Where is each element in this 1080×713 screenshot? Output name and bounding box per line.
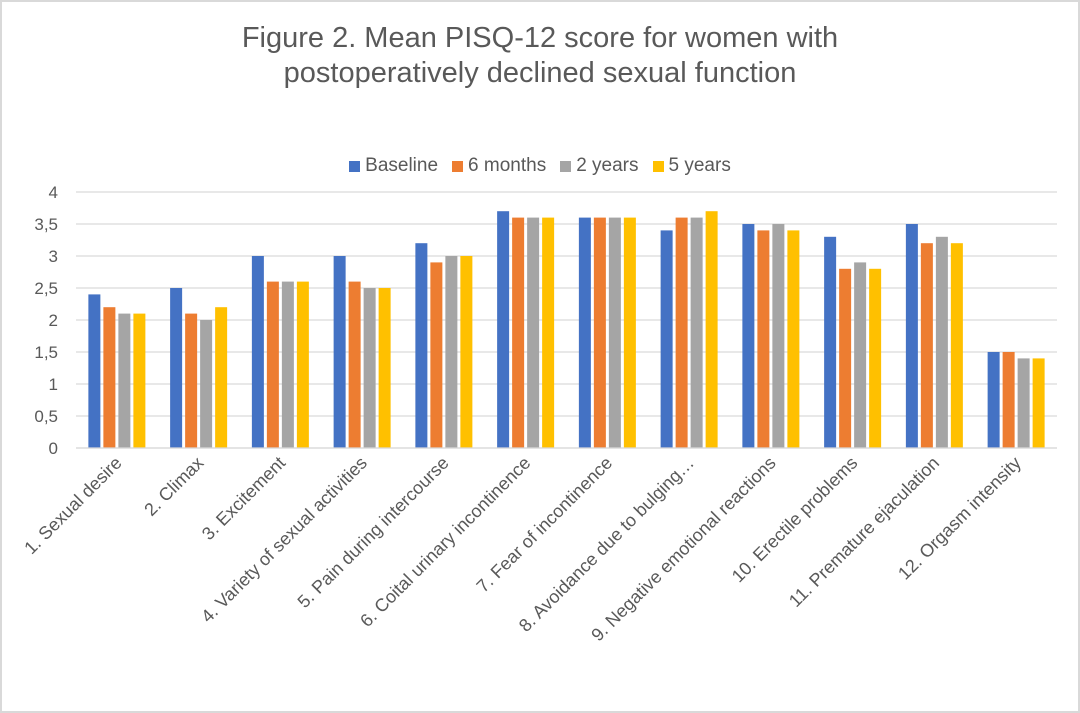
bar-baseline-2 <box>170 288 183 448</box>
legend-item-6-months: 6 months <box>452 155 546 177</box>
x-tick-label: 3. Excitement <box>198 453 289 544</box>
bar-5-years-3 <box>296 281 309 448</box>
bar-6-months-8 <box>675 217 688 448</box>
bar-baseline-8 <box>660 230 673 448</box>
bar-2-years-12 <box>1017 358 1030 448</box>
bar-5-years-2 <box>215 307 228 448</box>
bar-2-years-8 <box>690 217 703 448</box>
bar-2-years-4 <box>363 288 376 448</box>
y-tick-label: 0,5 <box>34 407 58 426</box>
bar-6-months-6 <box>512 217 525 448</box>
bar-5-years-9 <box>787 230 800 448</box>
y-tick-label: 0 <box>49 439 58 458</box>
bar-6-months-2 <box>185 313 198 448</box>
legend-label-2-years: 2 years <box>576 155 639 176</box>
bar-5-years-11 <box>950 243 963 448</box>
bar-5-years-6 <box>542 217 555 448</box>
chart-title-line-2: postoperatively declined sexual function <box>283 57 797 89</box>
legend-label-baseline: Baseline <box>365 155 439 176</box>
chart-title: Figure 2. Mean PISQ-12 score for women w… <box>0 21 1080 91</box>
legend-swatch-2-years <box>560 160 572 172</box>
bar-6-months-12 <box>1002 352 1015 448</box>
legend: Baseline 6 months 2 years 5 years <box>0 155 1080 177</box>
bar-2-years-7 <box>608 217 621 448</box>
bar-baseline-6 <box>497 211 510 448</box>
legend-label-5-years: 5 years <box>668 155 731 176</box>
bar-5-years-5 <box>460 256 473 448</box>
bar-5-years-7 <box>623 217 636 448</box>
bar-2-years-10 <box>854 262 867 448</box>
bar-5-years-4 <box>378 288 391 448</box>
legend-item-2-years: 2 years <box>560 155 639 177</box>
y-tick-label: 2 <box>49 311 58 330</box>
bar-baseline-9 <box>742 224 755 448</box>
bar-5-years-8 <box>705 211 718 448</box>
bar-6-months-1 <box>103 307 116 448</box>
y-tick-label: 4 <box>49 183 58 202</box>
legend-swatch-6-months <box>452 160 464 172</box>
y-tick-label: 1,5 <box>34 343 58 362</box>
legend-swatch-baseline <box>349 160 361 172</box>
y-tick-label: 3,5 <box>34 215 58 234</box>
bar-5-years-12 <box>1032 358 1045 448</box>
x-tick-label: 4. Variety of sexual activities <box>197 453 371 627</box>
x-tick-label: 5. Pain during intercourse <box>294 453 453 612</box>
bar-baseline-5 <box>415 243 428 448</box>
legend-item-baseline: Baseline <box>349 155 438 177</box>
x-tick-label: 7. Fear of incontinence <box>473 453 617 597</box>
y-tick-label: 3 <box>49 247 58 266</box>
legend-label-6-months: 6 months <box>468 155 547 176</box>
x-tick-label: 6. Coital urinary incontinence <box>356 453 534 631</box>
x-tick-label: 2. Climax <box>140 453 207 520</box>
y-tick-label: 1 <box>49 375 58 394</box>
bar-baseline-10 <box>824 236 837 448</box>
bar-baseline-4 <box>333 256 346 448</box>
bar-2-years-3 <box>281 281 294 448</box>
bar-baseline-12 <box>987 352 1000 448</box>
bar-5-years-1 <box>133 313 146 448</box>
legend-item-5-years: 5 years <box>652 155 731 177</box>
bar-6-months-3 <box>266 281 279 448</box>
bar-2-years-6 <box>527 217 540 448</box>
bar-baseline-1 <box>88 294 101 448</box>
bar-6-months-11 <box>920 243 933 448</box>
bar-2-years-2 <box>200 320 213 448</box>
bar-6-months-5 <box>430 262 443 448</box>
bar-2-years-11 <box>935 236 948 448</box>
bar-6-months-4 <box>348 281 361 448</box>
chart-title-line-1: Figure 2. Mean PISQ-12 score for women w… <box>241 22 839 54</box>
bar-6-months-9 <box>757 230 770 448</box>
x-tick-label: 8. Avoidance due to bulging… <box>515 453 698 636</box>
y-tick-label: 2,5 <box>34 279 58 298</box>
bar-6-months-7 <box>593 217 606 448</box>
x-tick-label: 11. Premature ejaculation <box>785 453 943 611</box>
bar-baseline-3 <box>251 256 264 448</box>
bar-6-months-10 <box>839 268 852 448</box>
bar-2-years-5 <box>445 256 458 448</box>
bar-2-years-1 <box>118 313 131 448</box>
x-tick-label: 1. Sexual desire <box>20 453 125 558</box>
legend-swatch-5-years <box>652 160 664 172</box>
bar-baseline-7 <box>578 217 591 448</box>
bar-baseline-11 <box>905 224 918 448</box>
bar-5-years-10 <box>869 268 882 448</box>
bar-2-years-9 <box>772 224 785 448</box>
